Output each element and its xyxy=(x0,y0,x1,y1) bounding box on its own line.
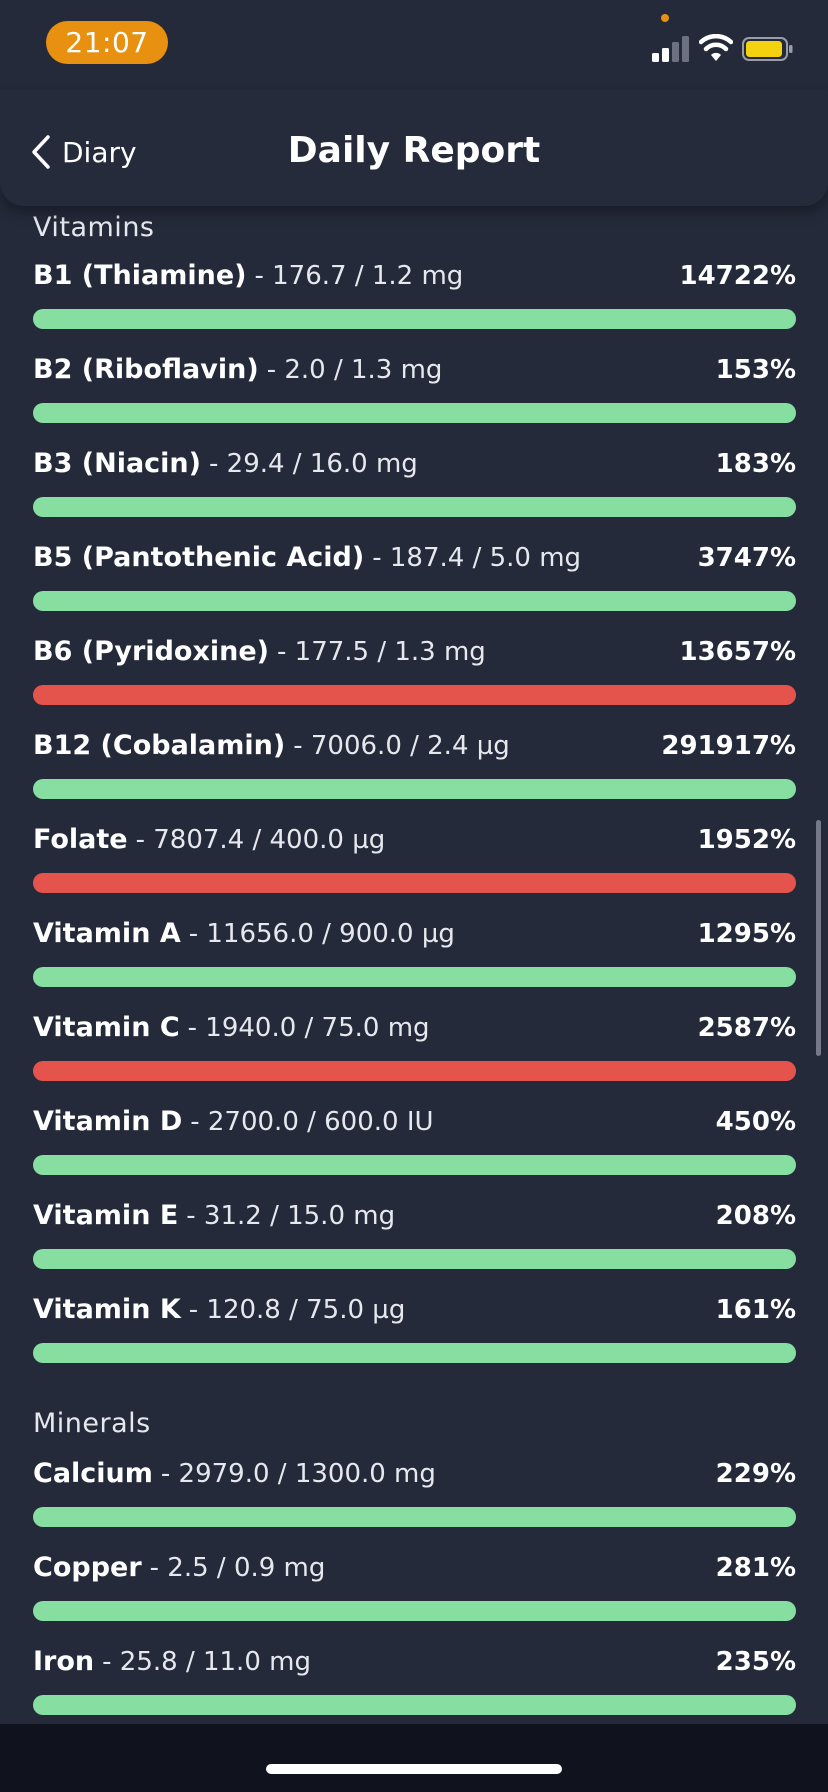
nutrient-amount: - 177.5 / 1.3 mg xyxy=(277,637,486,667)
nutrient-row-calcium: Calcium - 2979.0 / 1300.0 mg 229% xyxy=(33,1458,796,1528)
nutrient-progress-bar xyxy=(33,1601,796,1621)
nutrient-percent: 281% xyxy=(715,1553,796,1583)
nutrient-amount: - 187.4 / 5.0 mg xyxy=(372,543,582,573)
nutrient-name: Iron xyxy=(33,1646,95,1677)
home-indicator-area xyxy=(0,1724,828,1792)
nutrient-name: B2 (Riboflavin) xyxy=(33,354,259,385)
nutrient-name: Vitamin A xyxy=(33,918,181,949)
nutrient-percent: 153% xyxy=(715,355,796,385)
nutrient-percent: 291917% xyxy=(661,731,796,761)
nutrient-percent: 161% xyxy=(715,1295,796,1325)
back-button-label: Diary xyxy=(62,135,137,169)
nutrient-row-vitamin-d: Vitamin D - 2700.0 / 600.0 IU 450% xyxy=(33,1106,796,1176)
navigation-header: Diary Daily Report xyxy=(0,90,828,206)
nutrient-progress-bar xyxy=(33,591,796,611)
battery-icon xyxy=(742,37,793,61)
nutrient-progress-bar xyxy=(33,779,796,799)
nutrient-row-b3: B3 (Niacin) - 29.4 / 16.0 mg 183% xyxy=(33,448,796,518)
nutrient-progress-bar xyxy=(33,309,796,329)
nutrient-row-b1: B1 (Thiamine) - 176.7 / 1.2 mg 14722% xyxy=(33,260,796,330)
nutrient-name: Vitamin D xyxy=(33,1106,183,1137)
nutrient-progress-bar xyxy=(33,1507,796,1527)
nutrient-name: B6 (Pyridoxine) xyxy=(33,636,269,667)
nutrient-amount: - 1940.0 / 75.0 mg xyxy=(187,1013,430,1043)
nutrient-percent: 3747% xyxy=(697,543,796,573)
wifi-icon xyxy=(699,34,733,61)
status-time: 21:07 xyxy=(46,21,168,64)
nutrient-name: Vitamin E xyxy=(33,1200,179,1231)
nutrient-percent: 235% xyxy=(715,1647,796,1677)
nutrient-percent: 183% xyxy=(715,449,796,479)
nutrient-row-vitamin-e: Vitamin E - 31.2 / 15.0 mg 208% xyxy=(33,1200,796,1270)
chevron-left-icon xyxy=(32,135,50,169)
nutrient-name: Copper xyxy=(33,1552,142,1583)
nutrient-row-copper: Copper - 2.5 / 0.9 mg 281% xyxy=(33,1552,796,1622)
nutrient-row-b12: B12 (Cobalamin) - 7006.0 / 2.4 µg 291917… xyxy=(33,730,796,800)
nutrient-percent: 14722% xyxy=(679,261,796,291)
nutrient-progress-bar xyxy=(33,1695,796,1715)
nutrient-name: B1 (Thiamine) xyxy=(33,260,247,291)
cellular-signal-icon xyxy=(652,36,689,62)
section-title-minerals: Minerals xyxy=(33,1408,151,1439)
nutrient-amount: - 2.0 / 1.3 mg xyxy=(266,355,443,385)
nutrient-row-b6: B6 (Pyridoxine) - 177.5 / 1.3 mg 13657% xyxy=(33,636,796,706)
nutrient-percent: 208% xyxy=(715,1201,796,1231)
nutrient-amount: - 29.4 / 16.0 mg xyxy=(209,449,418,479)
nutrient-row-b2: B2 (Riboflavin) - 2.0 / 1.3 mg 153% xyxy=(33,354,796,424)
nutrient-amount: - 2979.0 / 1300.0 mg xyxy=(160,1459,436,1489)
nutrient-row-vitamin-c: Vitamin C - 1940.0 / 75.0 mg 2587% xyxy=(33,1012,796,1082)
nutrient-amount: - 2700.0 / 600.0 IU xyxy=(190,1107,434,1137)
nutrient-progress-bar xyxy=(33,1155,796,1175)
nutrient-name: B3 (Niacin) xyxy=(33,448,201,479)
nutrient-name: Vitamin C xyxy=(33,1012,180,1043)
section-title-vitamins: Vitamins xyxy=(33,212,155,243)
nutrient-amount: - 120.8 / 75.0 µg xyxy=(188,1295,406,1325)
page-title: Daily Report xyxy=(287,130,541,171)
nutrient-name: Folate xyxy=(33,824,128,855)
nutrient-row-vitamin-a: Vitamin A - 11656.0 / 900.0 µg 1295% xyxy=(33,918,796,988)
nutrient-name: B12 (Cobalamin) xyxy=(33,730,286,761)
nutrient-percent: 2587% xyxy=(697,1013,796,1043)
home-indicator[interactable] xyxy=(266,1764,562,1774)
nutrient-progress-bar xyxy=(33,1343,796,1363)
nutrient-row-vitamin-k: Vitamin K - 120.8 / 75.0 µg 161% xyxy=(33,1294,796,1364)
nutrient-percent: 1295% xyxy=(697,919,796,949)
nutrient-progress-bar xyxy=(33,1061,796,1081)
nutrient-percent: 13657% xyxy=(679,637,796,667)
nutrient-progress-bar xyxy=(33,873,796,893)
nutrient-progress-bar xyxy=(33,403,796,423)
nutrient-name: Vitamin K xyxy=(33,1294,181,1325)
nutrient-amount: - 11656.0 / 900.0 µg xyxy=(188,919,455,949)
nutrient-percent: 450% xyxy=(715,1107,796,1137)
nutrient-progress-bar xyxy=(33,685,796,705)
nutrient-amount: - 7006.0 / 2.4 µg xyxy=(293,731,510,761)
nutrient-progress-bar xyxy=(33,1249,796,1269)
nutrient-percent: 1952% xyxy=(697,825,796,855)
nutrient-amount: - 176.7 / 1.2 mg xyxy=(254,261,464,291)
nutrient-amount: - 2.5 / 0.9 mg xyxy=(149,1553,326,1583)
privacy-indicator-dot xyxy=(661,14,669,22)
nutrient-row-folate: Folate - 7807.4 / 400.0 µg 1952% xyxy=(33,824,796,894)
nutrient-amount: - 25.8 / 11.0 mg xyxy=(102,1647,311,1677)
nutrient-name: B5 (Pantothenic Acid) xyxy=(33,542,365,573)
back-button[interactable]: Diary xyxy=(30,130,137,174)
nutrient-row-iron: Iron - 25.8 / 11.0 mg 235% xyxy=(33,1646,796,1716)
scrollbar-thumb[interactable] xyxy=(816,820,821,1056)
nutrient-name: Calcium xyxy=(33,1458,153,1489)
nutrient-row-b5: B5 (Pantothenic Acid) - 187.4 / 5.0 mg 3… xyxy=(33,542,796,612)
nutrient-progress-bar xyxy=(33,497,796,517)
nutrient-amount: - 31.2 / 15.0 mg xyxy=(186,1201,396,1231)
status-bar: 21:07 xyxy=(0,0,828,90)
nutrient-progress-bar xyxy=(33,967,796,987)
nutrient-percent: 229% xyxy=(715,1459,796,1489)
nutrient-amount: - 7807.4 / 400.0 µg xyxy=(135,825,386,855)
